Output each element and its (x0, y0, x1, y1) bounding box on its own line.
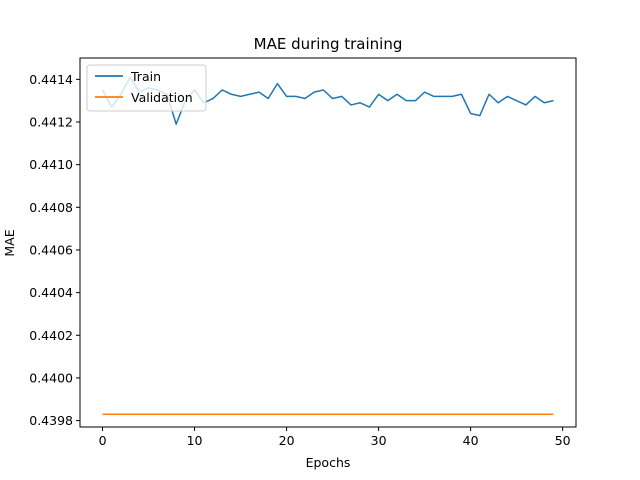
x-tick-label: 0 (99, 433, 107, 448)
x-tick-label: 10 (187, 433, 203, 448)
x-tick-label: 50 (555, 433, 571, 448)
y-tick-label: 0.4408 (29, 200, 73, 215)
x-axis-label: Epochs (306, 455, 351, 470)
plot-frame (79, 57, 577, 428)
plot-area (80, 58, 576, 427)
y-tick-label: 0.4412 (29, 114, 73, 129)
x-tick-label: 40 (463, 433, 479, 448)
x-tick-label: 30 (371, 433, 387, 448)
legend: Train Validation (86, 64, 207, 112)
y-tick-label: 0.4414 (29, 72, 73, 87)
x-tick-label: 20 (279, 433, 295, 448)
y-tick-label: 0.4410 (29, 157, 73, 172)
legend-label-train: Train (130, 69, 161, 84)
x-axis-ticks: 0 10 20 30 40 50 (99, 427, 571, 448)
y-tick-label: 0.4398 (29, 413, 73, 428)
y-tick-label: 0.4404 (29, 285, 73, 300)
y-axis-label: MAE (2, 229, 17, 256)
y-tick-label: 0.4400 (29, 370, 73, 385)
chart-title: MAE during training (254, 35, 403, 53)
y-tick-label: 0.4402 (29, 328, 73, 343)
y-axis-ticks: 0.4398 0.4400 0.4402 0.4404 0.4406 0.4408 0.44… (29, 72, 80, 428)
y-tick-label: 0.4406 (29, 242, 73, 257)
series-layer (101, 76, 554, 415)
legend-label-validation: Validation (131, 90, 193, 105)
series-line-train (101, 76, 554, 125)
